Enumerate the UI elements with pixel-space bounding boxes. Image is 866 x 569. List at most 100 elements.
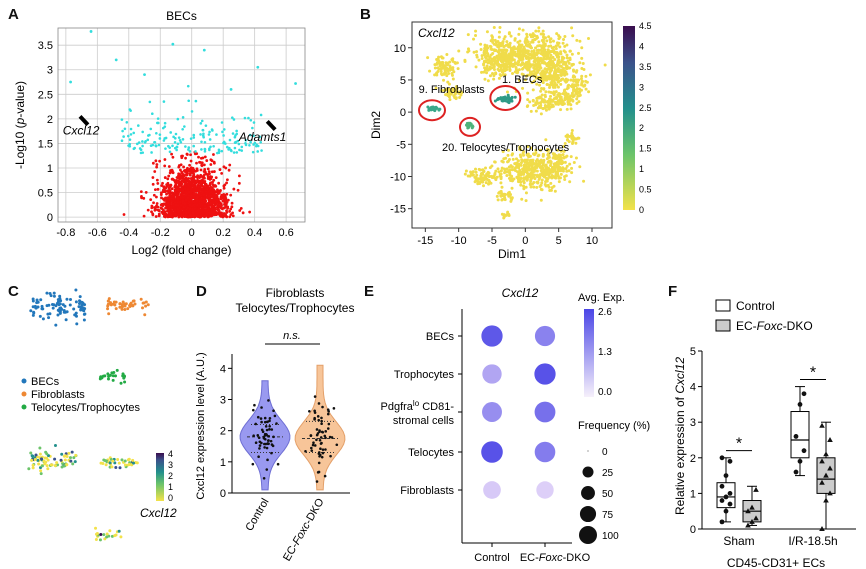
data-point: [827, 490, 833, 496]
data-point: [260, 406, 263, 409]
point-nonsig: [225, 192, 229, 196]
point-nonsig: [173, 201, 177, 204]
cell-low: [448, 68, 452, 72]
point-nonsig: [195, 167, 199, 171]
point-nonsig: [202, 170, 206, 173]
cell-low: [550, 50, 554, 54]
point-sig: [173, 137, 177, 140]
cell-low: [545, 50, 549, 54]
cell-low: [559, 82, 563, 86]
point-sig: [225, 145, 229, 149]
highlight-adamts1: [265, 119, 277, 132]
cell-low: [558, 45, 562, 49]
cell-low: [580, 56, 584, 60]
cluster-label-telocytes: 20. Telocytes/Trophocytes: [442, 142, 570, 154]
cell-low: [525, 43, 529, 47]
point-sig: [148, 100, 152, 104]
cell-low: [567, 169, 571, 173]
row-label: Telocytes: [408, 447, 454, 459]
cell-bec: [52, 291, 56, 295]
data-point: [318, 430, 321, 434]
cell-low: [517, 78, 521, 82]
cell-low: [517, 44, 521, 48]
cell-low: [549, 53, 553, 57]
cell-fibroblast: [109, 303, 113, 307]
cell-expression: [71, 462, 75, 466]
cell-bec: [54, 323, 58, 327]
point-nonsig: [172, 202, 175, 206]
data-point: [315, 480, 319, 483]
colorbar-tick-label: 4.5: [639, 21, 652, 31]
point-sig: [181, 127, 184, 131]
point-nonsig: [146, 208, 150, 212]
cell-low: [479, 172, 483, 176]
data-point: [326, 427, 330, 430]
cell-low: [514, 161, 518, 165]
cell-low: [559, 52, 563, 56]
cell-expression: [70, 450, 74, 454]
cell-low: [554, 63, 558, 67]
point-nonsig: [159, 193, 163, 196]
point-nonsig: [212, 153, 215, 156]
cell-low: [529, 175, 533, 179]
cell-low: [448, 98, 452, 102]
point-nonsig: [179, 203, 183, 207]
cell-low: [570, 171, 574, 175]
cell-expression: [116, 458, 120, 462]
cell-low: [541, 160, 545, 164]
point-sig: [200, 119, 204, 123]
y-tick-label: 1.5: [38, 138, 53, 150]
point-nonsig: [208, 172, 211, 176]
cell-low: [578, 165, 582, 169]
x-tick-label: 0: [522, 235, 528, 247]
cell-low: [497, 76, 501, 80]
cell-low: [537, 104, 541, 108]
cell-low: [516, 49, 520, 53]
cell-low: [568, 180, 572, 184]
point-nonsig: [154, 215, 158, 218]
point-sig: [202, 132, 205, 136]
cell-low: [537, 153, 541, 157]
data-point: [262, 476, 266, 480]
colorbar-tick-label: 1.5: [639, 144, 652, 154]
point-nonsig: [122, 213, 126, 216]
cell-low: [448, 91, 452, 95]
cell-expression: [132, 461, 136, 465]
cell-telocyte: [108, 373, 112, 377]
data-point: [258, 444, 262, 447]
point-sig: [203, 150, 207, 153]
cell-expression: [105, 535, 109, 539]
data-point: [267, 399, 270, 402]
cell-low: [481, 184, 485, 188]
cell-low: [528, 182, 532, 186]
point-nonsig: [178, 173, 181, 177]
dot: [534, 363, 556, 385]
point-nonsig: [229, 207, 233, 211]
point-sig: [252, 134, 255, 138]
cell-low: [578, 61, 582, 65]
y-tick-label: 3: [220, 395, 226, 407]
point-nonsig: [197, 155, 200, 159]
point-nonsig: [187, 168, 191, 172]
point-nonsig: [183, 187, 187, 191]
point-nonsig: [241, 211, 245, 215]
cell-low: [574, 89, 578, 93]
cell-low: [529, 185, 533, 189]
cell-low: [521, 86, 525, 90]
cell-low: [510, 196, 514, 200]
data-point: [318, 439, 322, 442]
point-nonsig: [162, 186, 166, 190]
cell-low: [490, 164, 494, 168]
cell-low: [536, 101, 540, 105]
data-point: [324, 430, 328, 433]
cell-bec: [56, 300, 60, 304]
cell-expression: [113, 534, 117, 538]
cell-expression: [44, 460, 48, 464]
cell-low: [568, 58, 572, 62]
cell-low: [544, 75, 548, 79]
point-nonsig: [215, 205, 219, 209]
data-point: [266, 458, 269, 462]
cell-low: [529, 109, 533, 113]
cell-low: [474, 29, 478, 33]
cell-low: [472, 37, 476, 41]
